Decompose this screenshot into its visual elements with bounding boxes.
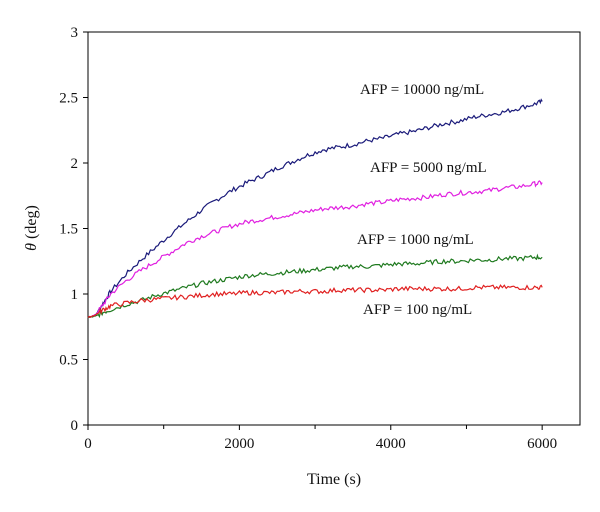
y-axis-ticks: 0 0.5 1 1.5 2 2.5 3 bbox=[59, 25, 88, 434]
series-lines bbox=[87, 98, 543, 319]
x-tick-label: 4000 bbox=[376, 436, 406, 452]
x-axis-title: Time (s) bbox=[307, 471, 361, 488]
x-tick-label: 6000 bbox=[527, 436, 557, 452]
series-label: AFP = 1000 ng/mL bbox=[357, 232, 474, 248]
series-line bbox=[87, 98, 543, 319]
y-axis-symbol: θ bbox=[23, 243, 40, 251]
series-label: AFP = 10000 ng/mL bbox=[360, 82, 484, 98]
series-label: AFP = 5000 ng/mL bbox=[370, 160, 487, 176]
y-axis-unit: (deg) bbox=[23, 205, 40, 243]
y-tick-label: 3 bbox=[71, 25, 79, 41]
series-line bbox=[87, 284, 543, 319]
y-tick-label: 0 bbox=[71, 418, 79, 434]
axes bbox=[87, 31, 581, 426]
x-tick-label: 0 bbox=[84, 436, 92, 452]
series-labels: AFP = 10000 ng/mL AFP = 5000 ng/mL AFP = 1… bbox=[357, 82, 487, 318]
y-tick-label: 0.5 bbox=[59, 353, 78, 369]
plot-frame bbox=[87, 31, 581, 426]
x-tick-label: 2000 bbox=[224, 436, 254, 452]
series-line bbox=[88, 180, 543, 319]
series-label: AFP = 100 ng/mL bbox=[363, 302, 472, 318]
series-line bbox=[87, 253, 543, 319]
y-axis-title: θ (deg) bbox=[23, 205, 40, 251]
x-axis-ticks: 0 2000 4000 6000 bbox=[84, 425, 557, 452]
y-tick-label: 1 bbox=[71, 287, 79, 303]
y-tick-label: 2 bbox=[71, 156, 79, 172]
y-tick-label: 1.5 bbox=[59, 222, 78, 238]
y-tick-label: 2.5 bbox=[59, 91, 78, 107]
